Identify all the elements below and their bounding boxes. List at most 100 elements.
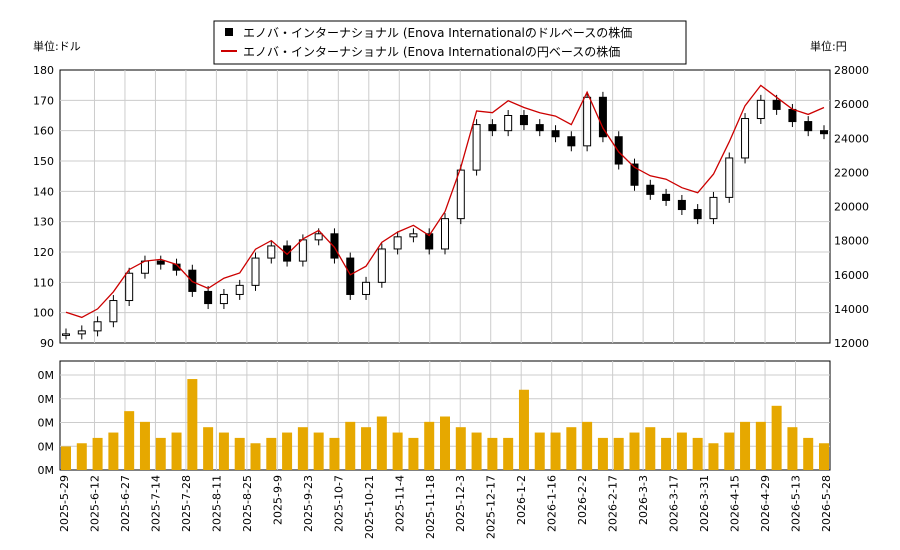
volume-tick: 0M	[38, 393, 55, 406]
volume-bar	[487, 437, 498, 470]
legend: エノバ・インターナショナル (Enova Internationalのドルベース…	[213, 20, 687, 65]
candle-body	[772, 99, 781, 110]
x-tick: 2025-11-18	[424, 475, 437, 539]
x-tick: 2025-10-7	[332, 475, 345, 532]
candle-body	[646, 184, 655, 195]
volume-bar	[139, 421, 150, 470]
candle-body	[235, 284, 244, 295]
volume-bar	[771, 405, 782, 470]
legend-usd-label: エノバ・インターナショナル (Enova Internationalのドルベース…	[243, 25, 632, 40]
candle-body	[630, 163, 639, 186]
volume-bar	[297, 427, 308, 470]
volume-bar	[361, 427, 372, 470]
candle-body	[741, 118, 750, 159]
volume-bar	[629, 432, 640, 470]
legend-jpy-label: エノバ・インターナショナル (Enova Internationalの円ベースの…	[243, 44, 620, 59]
volume-bar	[61, 446, 71, 470]
y-right-tick: 18000	[834, 235, 869, 248]
price-grid	[60, 70, 830, 343]
volume-bar	[408, 437, 419, 470]
x-tick: 2025-11-4	[393, 475, 406, 532]
y-left-unit: 単位:ドル	[33, 39, 81, 53]
volume-bar	[266, 437, 277, 470]
x-tick: 2025-12-3	[454, 475, 467, 532]
x-tick: 2026-4-29	[759, 475, 772, 532]
volume-bar	[645, 427, 656, 470]
x-tick: 2026-3-3	[637, 475, 650, 525]
candle-body	[330, 233, 339, 259]
volume-bar	[392, 432, 403, 470]
volume-bar	[613, 437, 624, 470]
candle-body	[156, 260, 165, 265]
candle-body	[362, 281, 371, 295]
volume-bar	[661, 437, 672, 470]
x-tick: 2026-1-16	[546, 475, 559, 532]
x-tick: 2026-2-2	[576, 475, 589, 525]
candle-body	[298, 239, 307, 262]
usd-candles	[62, 91, 828, 340]
x-tick: 2026-3-17	[668, 475, 681, 532]
candle-body	[519, 115, 528, 126]
candle-body	[62, 333, 70, 336]
x-tick: 2026-5-13	[790, 475, 803, 532]
candle-body	[77, 330, 86, 335]
y-left-tick: 170	[33, 94, 54, 107]
y-left-tick: 90	[40, 337, 54, 350]
candle-body	[251, 257, 260, 286]
volume-bar	[124, 411, 135, 470]
volume-bar	[345, 421, 356, 470]
candle-body	[614, 136, 623, 165]
y-left-tick-labels: 90 100 110 120 130 140 150 160 170 180	[33, 64, 54, 350]
candle-body	[109, 300, 118, 323]
y-left-tick: 130	[33, 216, 54, 229]
y-left-tick: 180	[33, 64, 54, 77]
candle-body	[409, 233, 418, 238]
volume-bar	[597, 437, 608, 470]
volume-tick: 0M	[38, 369, 55, 382]
volume-bar	[329, 437, 340, 470]
jpy-price-line	[65, 84, 825, 319]
y-right-tick: 12000	[834, 337, 869, 350]
volume-bar	[313, 432, 324, 470]
y-right-tick: 26000	[834, 98, 869, 111]
volume-bar	[503, 437, 514, 470]
candle-body	[725, 157, 734, 198]
candle-body	[125, 272, 134, 302]
volume-bar	[155, 437, 166, 470]
volume-bar	[550, 432, 561, 470]
x-tick-labels: 2025-5-29 2025-6-12 2025-6-27 2025-7-14 2025…	[58, 475, 833, 539]
x-tick: 2026-3-31	[698, 475, 711, 532]
volume-bar	[582, 421, 593, 470]
candle-body	[804, 121, 813, 132]
candle-body	[219, 293, 228, 305]
y-right-tick: 14000	[834, 303, 869, 316]
volume-tick-labels: 0M 0M 0M 0M 0M	[38, 369, 55, 477]
candle-body	[488, 124, 497, 132]
volume-tick: 0M	[38, 417, 55, 430]
y-right-unit: 単位:円	[810, 39, 847, 53]
volume-bar	[787, 427, 798, 470]
x-tick: 2025-7-28	[180, 475, 193, 532]
x-tick: 2025-8-25	[241, 475, 254, 532]
candle-body	[583, 96, 592, 147]
volume-bar	[534, 432, 545, 470]
candle-body	[377, 248, 386, 283]
x-tick: 2026-1-2	[515, 475, 528, 525]
volume-bar	[755, 421, 766, 470]
volume-bar	[108, 432, 119, 470]
candle-body	[756, 99, 765, 120]
candle-body	[693, 209, 702, 220]
candle-body	[677, 199, 686, 211]
price-plot-area	[59, 69, 831, 344]
volume-bar	[76, 443, 87, 470]
x-tick: 2025-8-11	[210, 475, 223, 532]
candle-body	[551, 130, 560, 138]
candle-body	[204, 290, 213, 305]
volume-bar	[692, 437, 703, 470]
volume-bar	[424, 421, 435, 470]
volume-bar	[282, 432, 293, 470]
y-left-tick: 110	[33, 276, 54, 289]
volume-bars	[61, 379, 829, 470]
volume-bar	[518, 389, 529, 470]
